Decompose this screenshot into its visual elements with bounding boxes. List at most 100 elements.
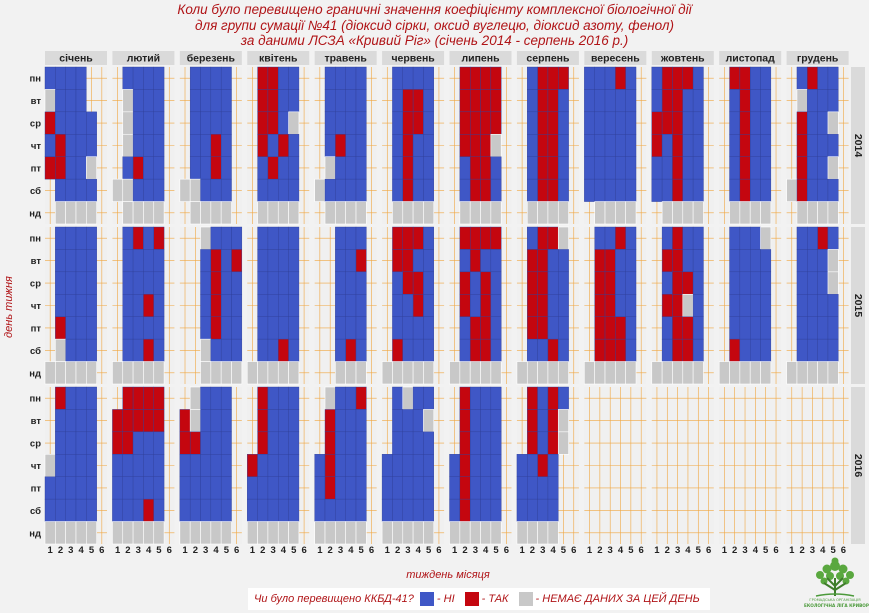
heatmap-cell	[692, 156, 704, 180]
heatmap-cell	[189, 476, 201, 500]
heatmap-cell	[55, 431, 66, 455]
heatmap-cell	[661, 156, 673, 180]
heatmap-cell	[277, 201, 289, 225]
heatmap-cell	[459, 521, 471, 545]
heatmap-cell	[412, 111, 424, 135]
heatmap-cell	[55, 316, 66, 340]
heatmap-cell	[480, 156, 492, 180]
heatmap-cell	[827, 89, 839, 113]
heatmap-cell	[65, 178, 77, 202]
heatmap-cell	[86, 521, 97, 545]
month-label: червень	[391, 53, 435, 65]
heatmap-cell	[355, 271, 367, 295]
heatmap-cell	[132, 498, 144, 522]
heatmap-cell	[267, 454, 279, 477]
logo-line-2: ЕКОЛОГІЧНА ЛІГА КРИВОРІЖЖЯ	[804, 603, 869, 608]
heatmap-cell	[65, 111, 77, 135]
heatmap-cell	[449, 498, 461, 522]
heatmap-cell	[459, 271, 471, 295]
heatmap-cell	[625, 271, 637, 295]
heatmap-cell	[692, 338, 704, 362]
heatmap-cell	[651, 66, 663, 90]
heatmap-cell	[807, 156, 818, 180]
heatmap-cell	[412, 431, 424, 455]
heatmap-cell	[625, 201, 637, 225]
heatmap-cell	[672, 134, 683, 157]
heatmap-cell	[604, 111, 616, 135]
legend: Чи було перевищено ККБД-41? - НІ - ТАК -…	[248, 588, 710, 610]
heatmap-cell	[412, 294, 424, 317]
heatmap-cell	[55, 89, 66, 113]
heatmap-cell	[122, 178, 134, 202]
week-tick-label: 5	[628, 545, 634, 556]
heatmap-cell	[132, 134, 144, 157]
heatmap-cell	[672, 316, 683, 340]
heatmap-cell	[796, 178, 808, 202]
heatmap-cell	[557, 361, 569, 385]
week-tick-label: 6	[436, 545, 441, 556]
heatmap-cell	[122, 66, 134, 90]
heatmap-cell	[490, 271, 502, 295]
heatmap-cell	[594, 226, 606, 250]
heatmap-cell	[682, 361, 694, 385]
heatmap-cell	[651, 111, 663, 135]
heatmap-cell	[345, 316, 357, 340]
heatmap-cell	[220, 271, 232, 295]
heatmap-cell	[682, 226, 694, 250]
heatmap-cell	[44, 498, 56, 522]
heatmap-cell	[345, 294, 357, 317]
heatmap-cell	[153, 66, 165, 90]
heatmap-cell	[267, 498, 279, 522]
heatmap-cell	[65, 249, 77, 273]
heatmap-cell	[480, 409, 492, 433]
heatmap-cell	[423, 226, 434, 250]
heatmap-cell	[314, 476, 326, 500]
heatmap-cell	[469, 338, 481, 362]
heatmap-cell	[459, 66, 471, 90]
heatmap-cell	[200, 454, 212, 477]
day-tick-label: пн	[30, 234, 42, 245]
week-tick-label: 1	[789, 545, 795, 556]
heatmap-cell	[153, 316, 165, 340]
heatmap-cell	[143, 409, 154, 433]
heatmap-cell	[547, 454, 559, 477]
heatmap-cell	[210, 316, 222, 340]
heatmap-cell	[412, 454, 424, 477]
heatmap-cell	[143, 66, 154, 90]
heatmap-cell	[749, 201, 761, 225]
week-tick-label: 4	[79, 545, 85, 556]
heatmap-cell	[75, 338, 87, 362]
heatmap-cell	[75, 111, 87, 135]
heatmap-cell	[314, 454, 326, 477]
heatmap-cell	[257, 226, 269, 250]
heatmap-cell	[220, 249, 232, 273]
heatmap-cell	[288, 361, 300, 385]
heatmap-cell	[412, 476, 424, 500]
heatmap-cell	[122, 498, 134, 522]
heatmap-cell	[355, 201, 367, 225]
heatmap-cell	[257, 271, 269, 295]
heatmap-cell	[132, 454, 144, 477]
heatmap-cell	[827, 178, 839, 202]
heatmap-cell	[817, 201, 829, 225]
heatmap-cell	[324, 156, 336, 180]
heatmap-cell	[584, 111, 595, 135]
week-tick-label: 2	[328, 545, 333, 556]
day-tick-label: нд	[29, 368, 41, 379]
heatmap-cell	[423, 178, 434, 202]
week-tick-label: 4	[618, 545, 624, 556]
heatmap-cell	[210, 134, 222, 157]
heatmap-cell	[480, 89, 492, 113]
week-tick-label: 6	[571, 545, 576, 556]
heatmap-cell	[65, 134, 77, 157]
heatmap-cell	[692, 316, 704, 340]
heatmap-cell	[547, 271, 559, 295]
heatmap-cell	[423, 316, 434, 340]
heatmap-cell	[807, 338, 818, 362]
week-tick-label: 4	[820, 545, 826, 556]
heatmap-cell	[112, 361, 124, 385]
heatmap-cell	[288, 409, 300, 433]
heatmap-cell	[288, 316, 300, 340]
heatmap-cell	[615, 134, 626, 157]
heatmap-cell	[469, 66, 481, 90]
